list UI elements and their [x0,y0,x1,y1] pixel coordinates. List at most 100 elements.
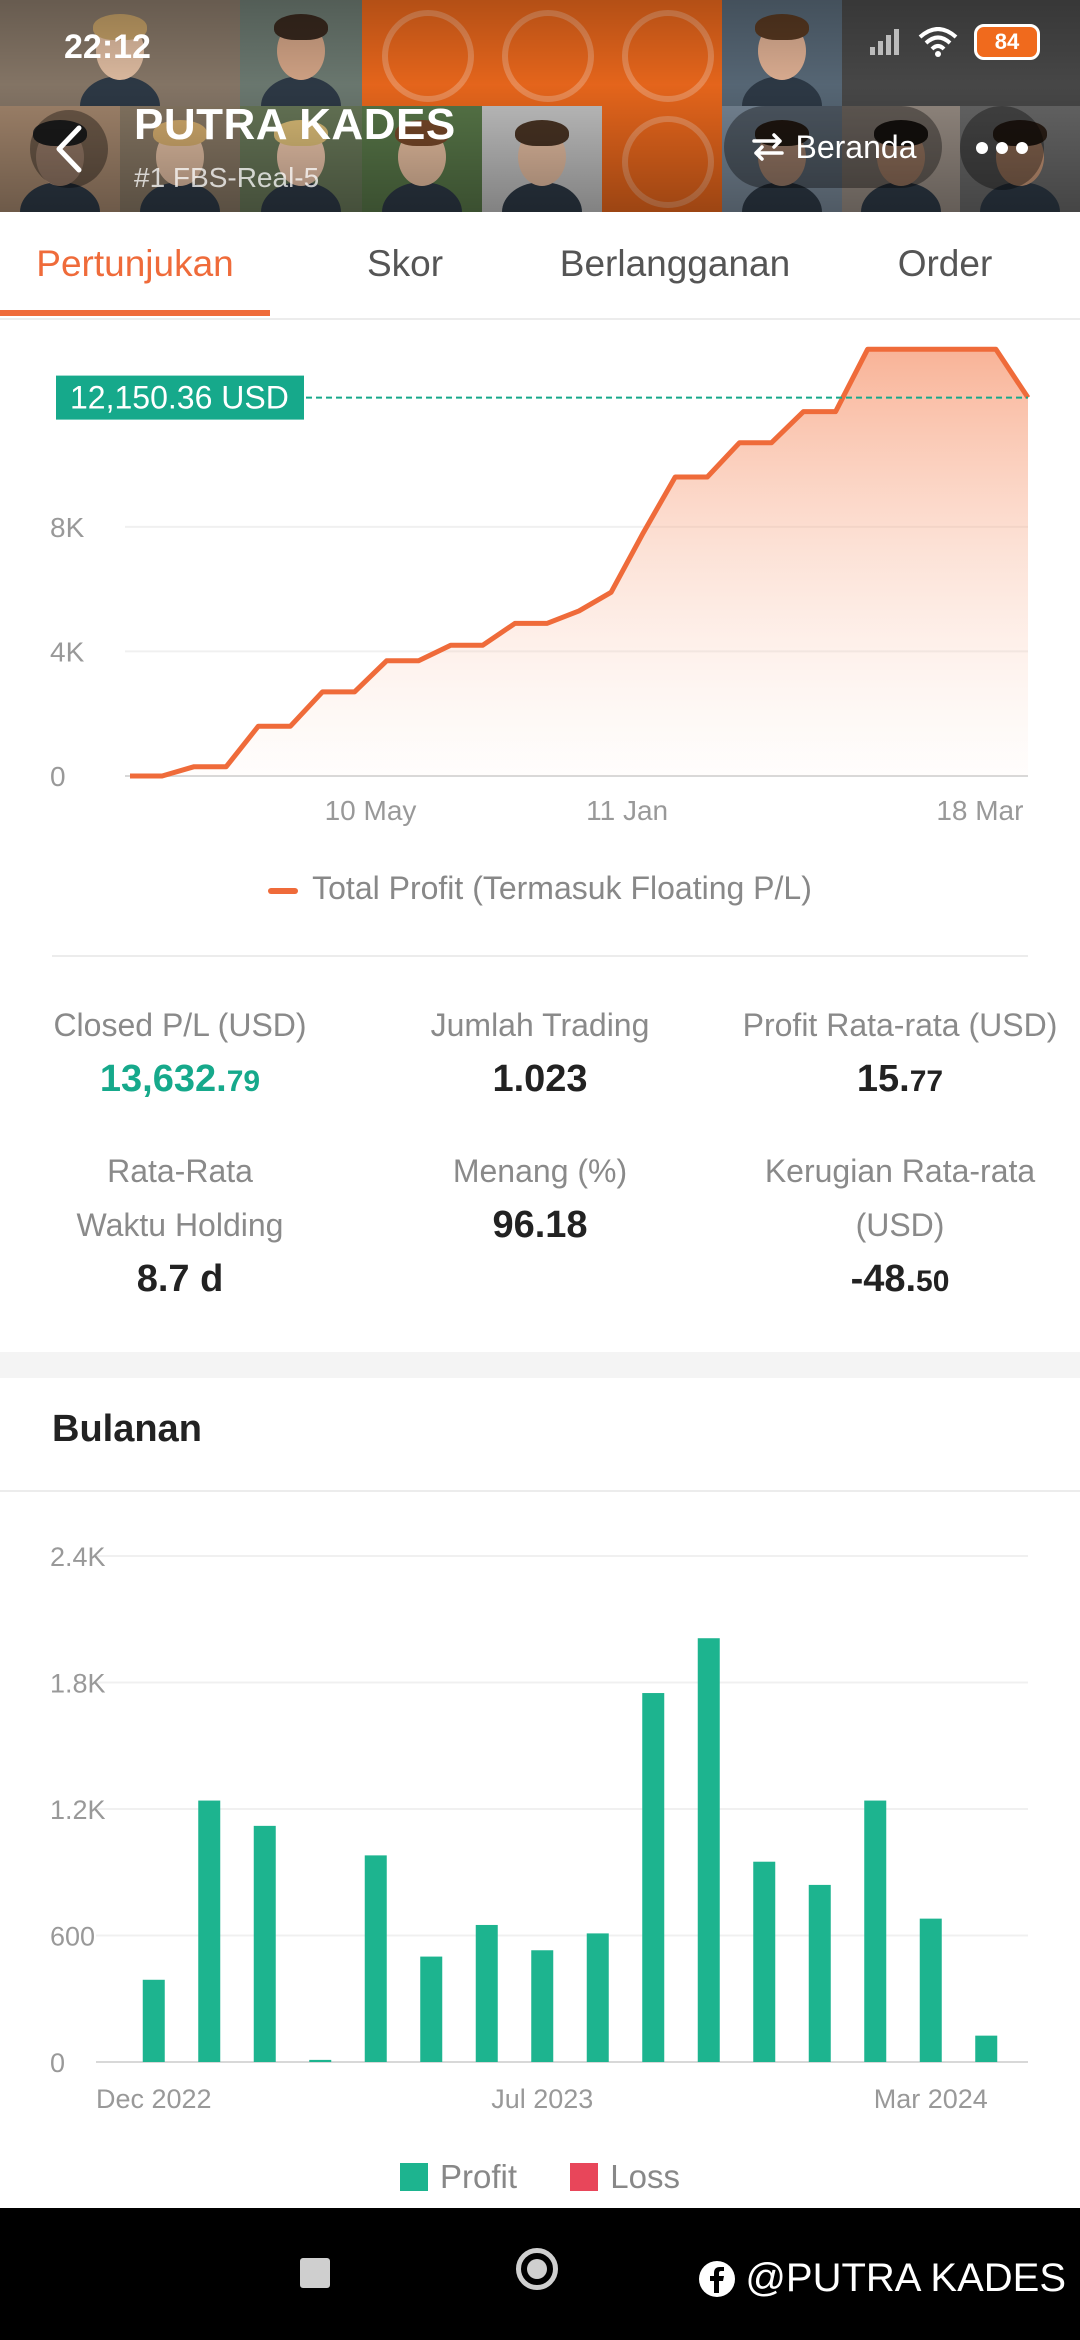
stat-label: Profit Rata-rata (USD) [742,1007,1058,1043]
swap-icon [751,133,784,161]
monthly-chart-legend: Profit Loss [0,2158,1080,2199]
bar-profit [808,1884,831,2062]
header-photo-tile [482,106,602,212]
y-tick-label: 0 [50,2048,65,2078]
bar-profit [919,1918,942,2062]
header-photo-tile [362,0,482,106]
tab-skor[interactable]: Skor [366,243,444,284]
header-photo-tile [722,0,842,106]
section-separator [0,1352,1080,1378]
signal-icon [870,29,899,55]
divider [52,955,1028,957]
header-photo-tile [842,106,960,212]
profit-area-fill [130,349,1028,776]
bar-profit [309,2059,332,2062]
more-dots-icon [976,142,1028,154]
stat-label: Jumlah Trading [430,1007,650,1043]
tab-pertunjukan[interactable]: Pertunjukan [36,243,234,284]
bar-profit [531,1950,554,2062]
y-tick-label: 8K [50,512,85,543]
facebook-icon [699,2260,736,2297]
system-nav-bar: @PUTRA KADES [0,2208,1080,2340]
beranda-label: Beranda [795,128,917,165]
tab-order[interactable]: Order [897,243,993,284]
stat-avg-loss: Kerugian Rata-rata (USD) -48.50 [720,1144,1080,1301]
current-value-label: 12,150.36 USD [70,380,289,416]
legend-swatch [268,887,299,894]
header-photo-tile [240,106,362,212]
legend-item-loss[interactable]: Loss [570,2158,680,2196]
status-time: 22:12 [64,28,151,66]
bar-profit [475,1924,498,2062]
divider [0,1490,1080,1492]
stat-label: Rata-Rata Waktu Holding [76,1153,284,1243]
legend-swatch-loss [570,2163,599,2191]
bar-profit [864,1800,887,2062]
active-tab-indicator [0,310,270,316]
stat-avg-holding: Rata-Rata Waktu Holding 8.7 d [0,1144,360,1301]
status-icons: 84 [868,24,1040,60]
beranda-button[interactable]: Beranda [724,106,942,188]
stat-value: 13,632.79 [99,1058,261,1100]
stat-label: Menang (%) [452,1153,628,1189]
header-photo-tile [362,106,482,212]
more-button[interactable] [960,106,1044,190]
monthly-profit-chart: 0 600 1.2K 1.8K 2.4K Dec 2022 Jul 2023 Mar 202… [50,1542,1028,2114]
bar-profit [198,1800,221,2062]
stat-value: 15.77 [856,1058,944,1100]
stat-value: 96.18 [492,1204,588,1246]
total-profit-chart: 12,150.36 USD 0 4K 8K 10 May 11 Jan 18 Mar [50,346,1031,826]
wifi-icon [918,27,958,57]
header-photo-tile [0,106,120,212]
y-tick-label: 4K [50,636,85,667]
stat-value: 1.023 [492,1058,588,1100]
legend-item-profit[interactable]: Profit [400,2158,517,2196]
x-tick-label: Jul 2023 [491,2084,593,2114]
stat-win-rate: Menang (%) 96.18 [360,1144,720,1247]
stat-value: -48.50 [850,1258,950,1300]
tab-bar: Pertunjukan Skor Berlangganan Order [0,212,1080,320]
stat-closed-pl: Closed P/L (USD) 13,632.79 [0,998,360,1101]
y-tick-label: 1.8K [50,1669,106,1699]
bar-profit [975,2035,998,2062]
header-photo-tile [602,0,722,106]
x-tick-label: 10 May [325,795,417,826]
chevron-left-icon [56,125,82,173]
bar-profit [142,1979,165,2062]
y-tick-label: 1.2K [50,1795,106,1825]
header-photo-tile [722,106,842,212]
stat-avg-profit: Profit Rata-rata (USD) 15.77 [720,998,1080,1101]
stat-label: Closed P/L (USD) [53,1007,307,1043]
header-photo-tile [602,106,722,212]
bar-profit [420,1956,443,2062]
home-button[interactable] [516,2248,558,2290]
profit-chart-legend: Total Profit (Termasuk Floating P/L) [0,870,1080,907]
bar-profit [586,1933,609,2062]
x-tick-label: Dec 2022 [96,2084,212,2114]
stat-label: Kerugian Rata-rata (USD) [764,1153,1036,1243]
profile-header: 22:12 84 PUTRA KADES #1 FBS-Real-5 Beran… [0,0,1080,212]
x-tick-label: 18 Mar [936,795,1023,826]
y-tick-label: 0 [50,761,66,792]
x-tick-label: 11 Jan [586,795,668,826]
watermark: @PUTRA KADES [697,2256,1066,2301]
stat-value: 8.7 d [136,1258,224,1300]
bar-profit [364,1855,387,2062]
bar-profit [697,1638,720,2062]
bar-profit [253,1825,276,2062]
header-photo-tile [960,106,1080,212]
tab-berlangganan[interactable]: Berlangganan [559,243,791,284]
x-tick-label: Mar 2024 [874,2084,988,2114]
header-photo-tile [120,106,240,212]
bar-profit [642,1693,665,2062]
recents-button[interactable] [300,2258,330,2288]
legend-label-loss: Loss [610,2158,680,2195]
header-photo-tile [0,0,240,106]
watermark-text: @PUTRA KADES [745,2256,1066,2300]
back-button[interactable] [30,110,108,188]
profit-series-line [130,346,1031,779]
header-photo-tile [482,0,602,106]
stat-trade-count: Jumlah Trading 1.023 [360,998,720,1101]
bar-profit [753,1861,776,2062]
battery-icon: 84 [974,24,1040,60]
